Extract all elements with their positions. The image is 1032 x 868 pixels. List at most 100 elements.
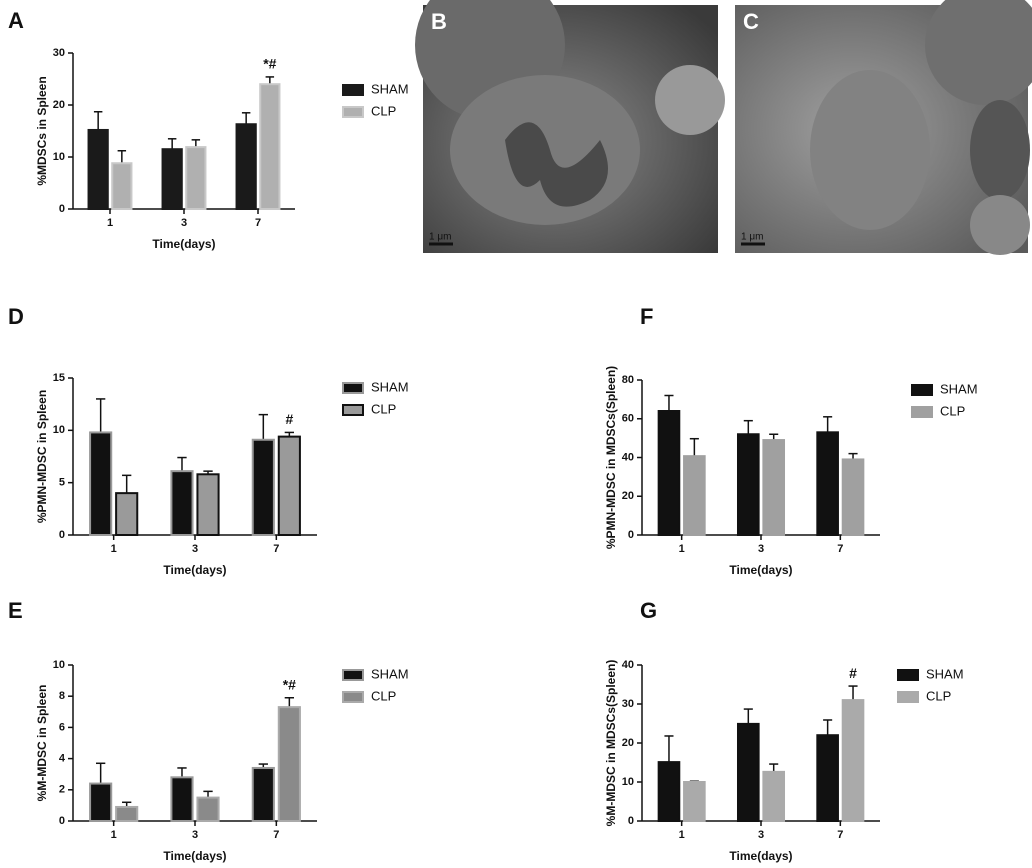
bar	[115, 492, 139, 536]
x-tick-label: 1	[679, 543, 685, 555]
y-tick-label: 20	[622, 490, 634, 502]
y-tick-label: 20	[622, 737, 634, 749]
bar	[762, 439, 786, 536]
micrograph-c	[735, 0, 1032, 255]
scale-label: 1 μm	[741, 232, 763, 243]
legend-label: CLP	[371, 688, 396, 703]
legend-swatch	[897, 691, 919, 703]
x-axis-label: Time(days)	[163, 849, 226, 863]
y-tick-label: 6	[59, 721, 65, 733]
bar	[816, 734, 839, 823]
x-tick-label: 7	[255, 217, 261, 229]
y-tick-label: 4	[59, 753, 66, 765]
y-tick-label: 8	[59, 690, 65, 702]
legend-label: SHAM	[371, 379, 409, 394]
x-axis-label: Time(days)	[163, 563, 226, 577]
legend-label: SHAM	[940, 381, 978, 396]
bar	[841, 699, 865, 822]
y-tick-label: 30	[53, 47, 65, 59]
legend-label: CLP	[926, 688, 951, 703]
bar	[115, 805, 139, 823]
y-tick-label: 10	[53, 659, 65, 671]
bar	[762, 770, 786, 822]
x-axis-label: Time(days)	[729, 849, 792, 863]
y-tick-label: 40	[622, 659, 634, 671]
panel-letter: C	[743, 9, 759, 34]
y-tick-label: 60	[622, 413, 634, 425]
panel-letter: A	[8, 8, 24, 33]
bar	[259, 83, 281, 210]
y-tick-label: 15	[53, 372, 65, 384]
panel-letter: E	[8, 598, 23, 623]
legend-swatch	[342, 84, 364, 96]
y-tick-label: 0	[59, 815, 65, 827]
scale-label: 1 μm	[429, 232, 451, 243]
x-tick-label: 7	[837, 543, 843, 555]
y-axis-label: %MDSCs in Spleen	[35, 76, 49, 185]
panel-letter: G	[640, 598, 657, 623]
bar	[251, 438, 275, 536]
bar	[161, 148, 183, 210]
bar	[736, 722, 760, 823]
significance-label: *#	[283, 676, 296, 692]
bar	[196, 796, 220, 822]
x-tick-label: 3	[758, 829, 764, 841]
significance-label: #	[285, 411, 293, 427]
panel-letter: B	[431, 9, 447, 34]
bar	[170, 776, 194, 823]
legend-swatch	[342, 382, 364, 394]
y-tick-label: 10	[53, 151, 65, 163]
x-tick-label: 3	[181, 217, 187, 229]
y-tick-label: 10	[53, 424, 65, 436]
legend-swatch	[897, 669, 919, 681]
x-tick-label: 3	[192, 543, 198, 555]
y-tick-label: 0	[628, 529, 634, 541]
y-tick-label: 2	[59, 784, 65, 796]
x-tick-label: 1	[679, 829, 685, 841]
y-tick-label: 20	[53, 99, 65, 111]
x-tick-label: 1	[111, 829, 117, 841]
y-tick-label: 0	[59, 203, 65, 215]
panel-letter: F	[640, 304, 653, 329]
bar	[185, 146, 207, 210]
bar	[111, 162, 133, 211]
legend-swatch	[911, 384, 933, 396]
y-tick-label: 10	[622, 776, 634, 788]
bar	[683, 781, 706, 822]
legend-label: SHAM	[371, 666, 409, 681]
x-tick-label: 7	[273, 829, 279, 841]
legend-label: SHAM	[926, 666, 964, 681]
bar	[277, 706, 301, 822]
y-tick-label: 80	[622, 374, 634, 386]
x-tick-label: 3	[192, 829, 198, 841]
y-tick-label: 30	[622, 698, 634, 710]
bar	[235, 123, 257, 210]
bar	[87, 128, 109, 211]
legend-swatch	[342, 669, 364, 681]
significance-label: *#	[263, 56, 276, 72]
y-tick-label: 5	[59, 477, 65, 489]
legend-swatch	[342, 404, 364, 416]
legend-swatch	[911, 406, 933, 418]
y-tick-label: 40	[622, 451, 634, 463]
bar	[89, 782, 113, 822]
bar	[657, 410, 681, 536]
bar	[657, 761, 681, 822]
bar	[277, 435, 301, 537]
bar	[251, 766, 275, 823]
legend-label: SHAM	[371, 81, 409, 96]
x-tick-label: 3	[758, 543, 764, 555]
x-tick-label: 7	[837, 829, 843, 841]
y-axis-label: %M-MDSC in MDSCs(Spleen)	[604, 660, 618, 827]
bar	[736, 433, 760, 536]
y-axis-label: %PMN-MDSC in Spleen	[35, 390, 49, 523]
bar	[196, 473, 220, 536]
y-axis-label: %M-MDSC in Spleen	[35, 685, 49, 802]
bar	[683, 455, 706, 536]
legend-label: CLP	[371, 401, 396, 416]
x-tick-label: 7	[273, 543, 279, 555]
legend-swatch	[342, 691, 364, 703]
x-axis-label: Time(days)	[729, 563, 792, 577]
y-tick-label: 0	[628, 815, 634, 827]
